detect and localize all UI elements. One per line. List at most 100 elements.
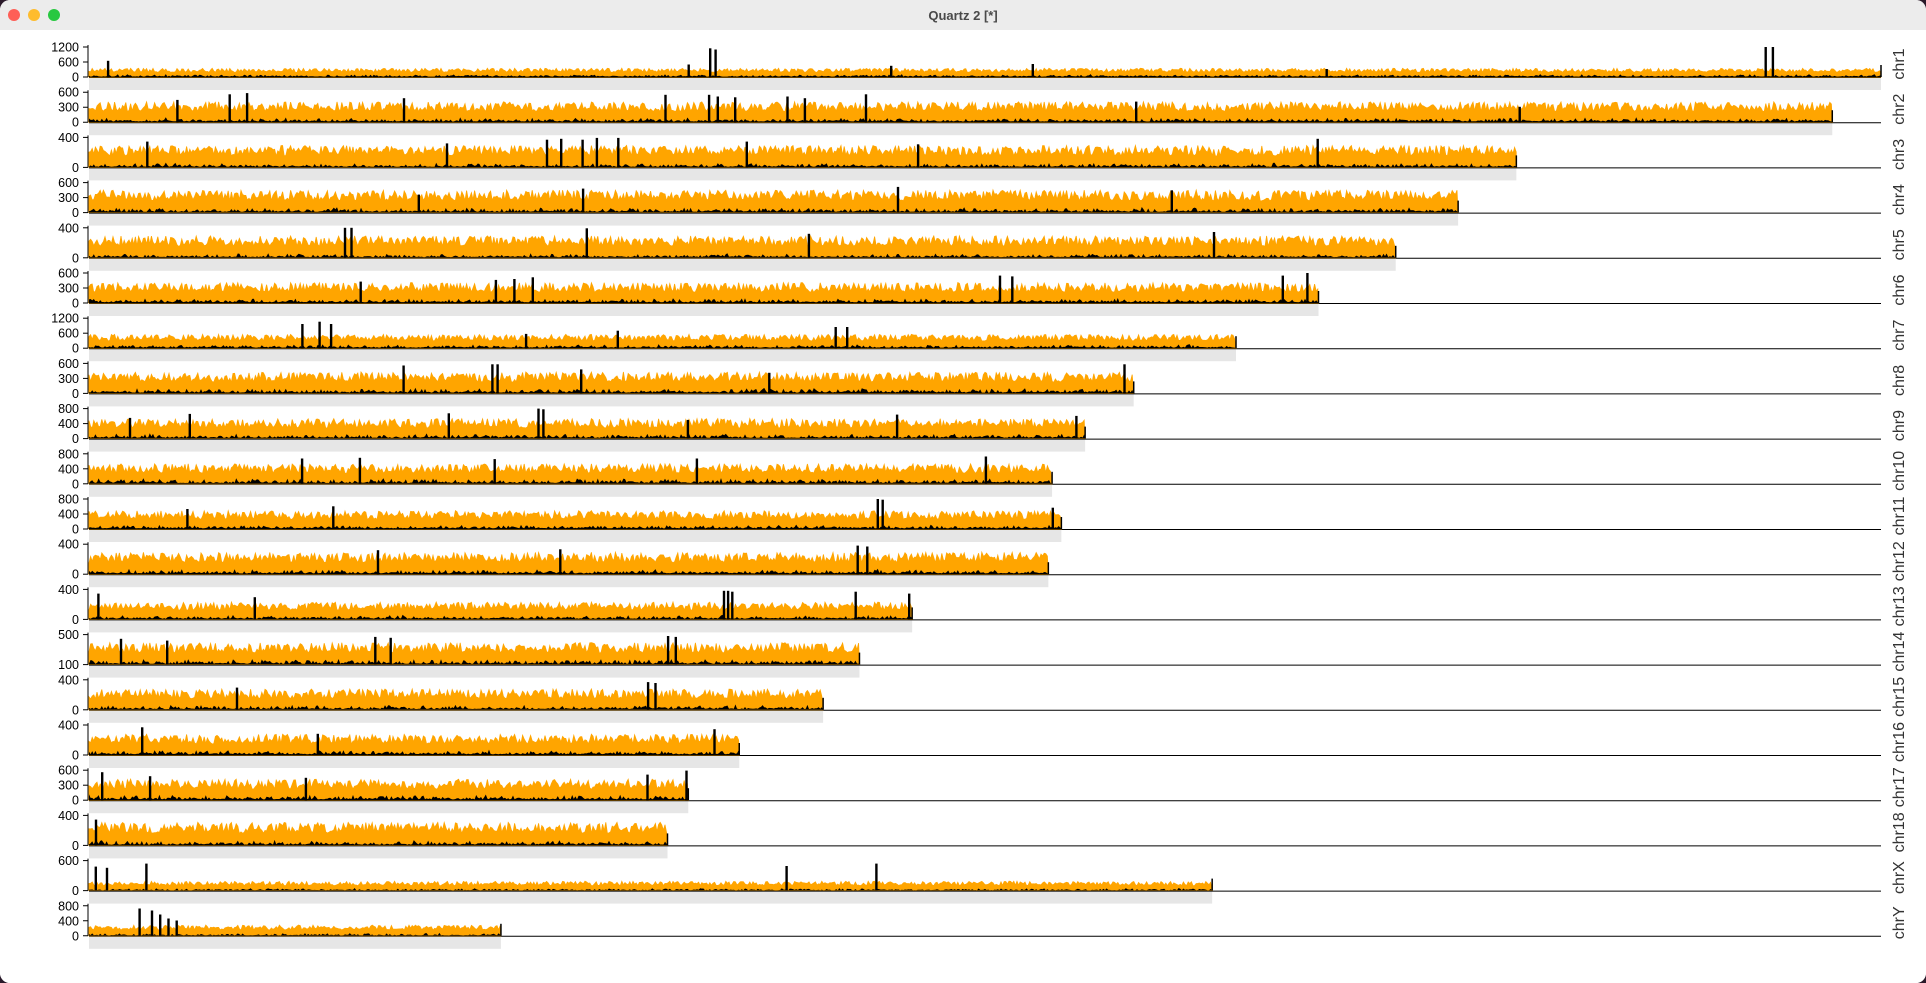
peak-chr5-3: [807, 233, 811, 258]
chromosome-label-chr17: chr17: [1891, 767, 1908, 807]
peak-chr4-3: [1170, 190, 1173, 213]
peak-chr10-2: [493, 459, 496, 484]
chromosome-track-chr11: [89, 530, 1062, 542]
peak-chr8-1: [491, 364, 494, 394]
peak-chr7-0: [301, 324, 304, 349]
peak-chr7-6: [846, 327, 849, 349]
minimize-button[interactable]: [28, 9, 40, 21]
coverage-series-chrX: [88, 880, 1213, 891]
chromosome-label-chr8: chr8: [1891, 365, 1908, 396]
signal-series-chrY: [89, 932, 501, 936]
peak-chr6-4: [998, 275, 1002, 303]
y-tick-label-chrY-2: 0: [72, 929, 79, 943]
peak-chr6-3: [531, 277, 534, 303]
signal-series-chr14: [89, 659, 860, 665]
peak-chr12-2: [856, 545, 859, 575]
peak-chr1-4: [890, 65, 893, 78]
signal-series-chr2: [89, 117, 1833, 123]
peak-chr3-8: [916, 144, 920, 168]
chromosome-label-chr15: chr15: [1891, 677, 1908, 717]
peak-chr5-0: [343, 227, 347, 258]
y-tick-label-chr8-0: 600: [58, 357, 79, 371]
peak-chr15-0: [235, 687, 239, 710]
signal-series-chr4: [89, 207, 1459, 213]
peak-chr4-1: [581, 188, 585, 213]
panel-chr13: 400 0 chr13: [58, 583, 1908, 633]
peak-chr12-1: [559, 549, 562, 575]
y-tick-label-chr3-0: 400: [58, 131, 79, 145]
y-tick-label-chr15-0: 400: [58, 673, 79, 687]
chromosome-track-chr3: [89, 168, 1517, 181]
panel-chr16: 400 0 chr16: [58, 719, 1908, 768]
chromosome-track-chr7: [89, 349, 1236, 362]
peak-chr11-0: [186, 509, 189, 529]
chromosome-label-chr10: chr10: [1891, 451, 1908, 491]
y-tick-label-chr6-2: 0: [72, 297, 79, 311]
chromosome-track-chr10: [89, 484, 1053, 497]
peak-chr6-1: [494, 279, 498, 303]
peak-chr1-7: [1764, 47, 1767, 77]
peak-chr2-1: [228, 94, 231, 123]
signal-series-chr18: [89, 839, 668, 846]
peak-chrX-2: [145, 863, 148, 891]
peak-chr10-0: [300, 458, 304, 484]
peak-chr2-5: [707, 94, 711, 123]
peak-chr5-2: [585, 228, 588, 258]
peak-chr13-1: [253, 597, 256, 620]
chromosome-track-chr15: [89, 710, 824, 723]
y-tick-label-chr9-0: 800: [58, 402, 79, 416]
y-tick-label-chr2-0: 600: [58, 86, 79, 100]
chromosome-track-chrX: [89, 891, 1213, 904]
y-tick-label-chr10-1: 400: [58, 462, 79, 476]
y-tick-label-chrY-1: 400: [58, 914, 79, 928]
y-tick-label-chr17-2: 0: [72, 794, 79, 808]
peak-chr4-0: [417, 194, 420, 213]
peak-chr1-2: [709, 48, 712, 78]
chromosome-label-chr5: chr5: [1891, 229, 1908, 260]
y-tick-label-chr10-2: 0: [72, 477, 79, 491]
coverage-series-chr9: [88, 417, 1086, 439]
panel-chrX: 600 0 chrX: [58, 854, 1908, 904]
close-button[interactable]: [8, 9, 20, 21]
peak-chr2-2: [245, 93, 249, 123]
chromosome-label-chr13: chr13: [1891, 586, 1908, 626]
peak-chr1-5: [1031, 64, 1034, 77]
peak-chr10-4: [984, 456, 988, 484]
peak-chr3-5: [595, 137, 599, 168]
chromosome-label-chr12: chr12: [1891, 541, 1908, 581]
signal-series-chr12: [89, 568, 1049, 575]
y-tick-label-chr18-0: 400: [58, 809, 79, 823]
peak-chr12-3: [866, 546, 869, 575]
peak-chr3-9: [1316, 138, 1319, 168]
peak-chr9-6: [895, 414, 899, 439]
y-tick-label-chr2-1: 300: [58, 101, 79, 115]
peak-chr1-8: [1771, 47, 1775, 77]
peak-chr5-4: [1212, 232, 1216, 258]
signal-series-chr10: [89, 478, 1053, 484]
chromosome-label-chr14: chr14: [1891, 631, 1908, 671]
peak-chr3-1: [445, 143, 449, 168]
y-tick-label-chr13-0: 400: [58, 583, 79, 597]
title-bar[interactable]: Quartz 2 [*]: [0, 0, 1926, 31]
peak-chr2-7: [734, 97, 737, 123]
chromosome-label-chr6: chr6: [1891, 274, 1908, 305]
peak-chr12-0: [376, 550, 380, 575]
chromosome-label-chr18: chr18: [1891, 812, 1908, 852]
signal-series-chr13: [89, 614, 913, 620]
chromosome-track-chr2: [89, 123, 1833, 136]
signal-series-chr16: [89, 749, 740, 755]
chromosome-label-chr2: chr2: [1891, 94, 1908, 125]
peak-chr7-1: [318, 321, 321, 349]
peak-chr7-5: [834, 327, 837, 349]
panel-chr18: 400 0 chr18: [58, 809, 1908, 859]
peak-chr8-2: [496, 364, 499, 394]
zoom-button[interactable]: [48, 9, 60, 21]
peak-chr17-0: [101, 772, 104, 801]
peak-chr14-4: [666, 636, 670, 665]
